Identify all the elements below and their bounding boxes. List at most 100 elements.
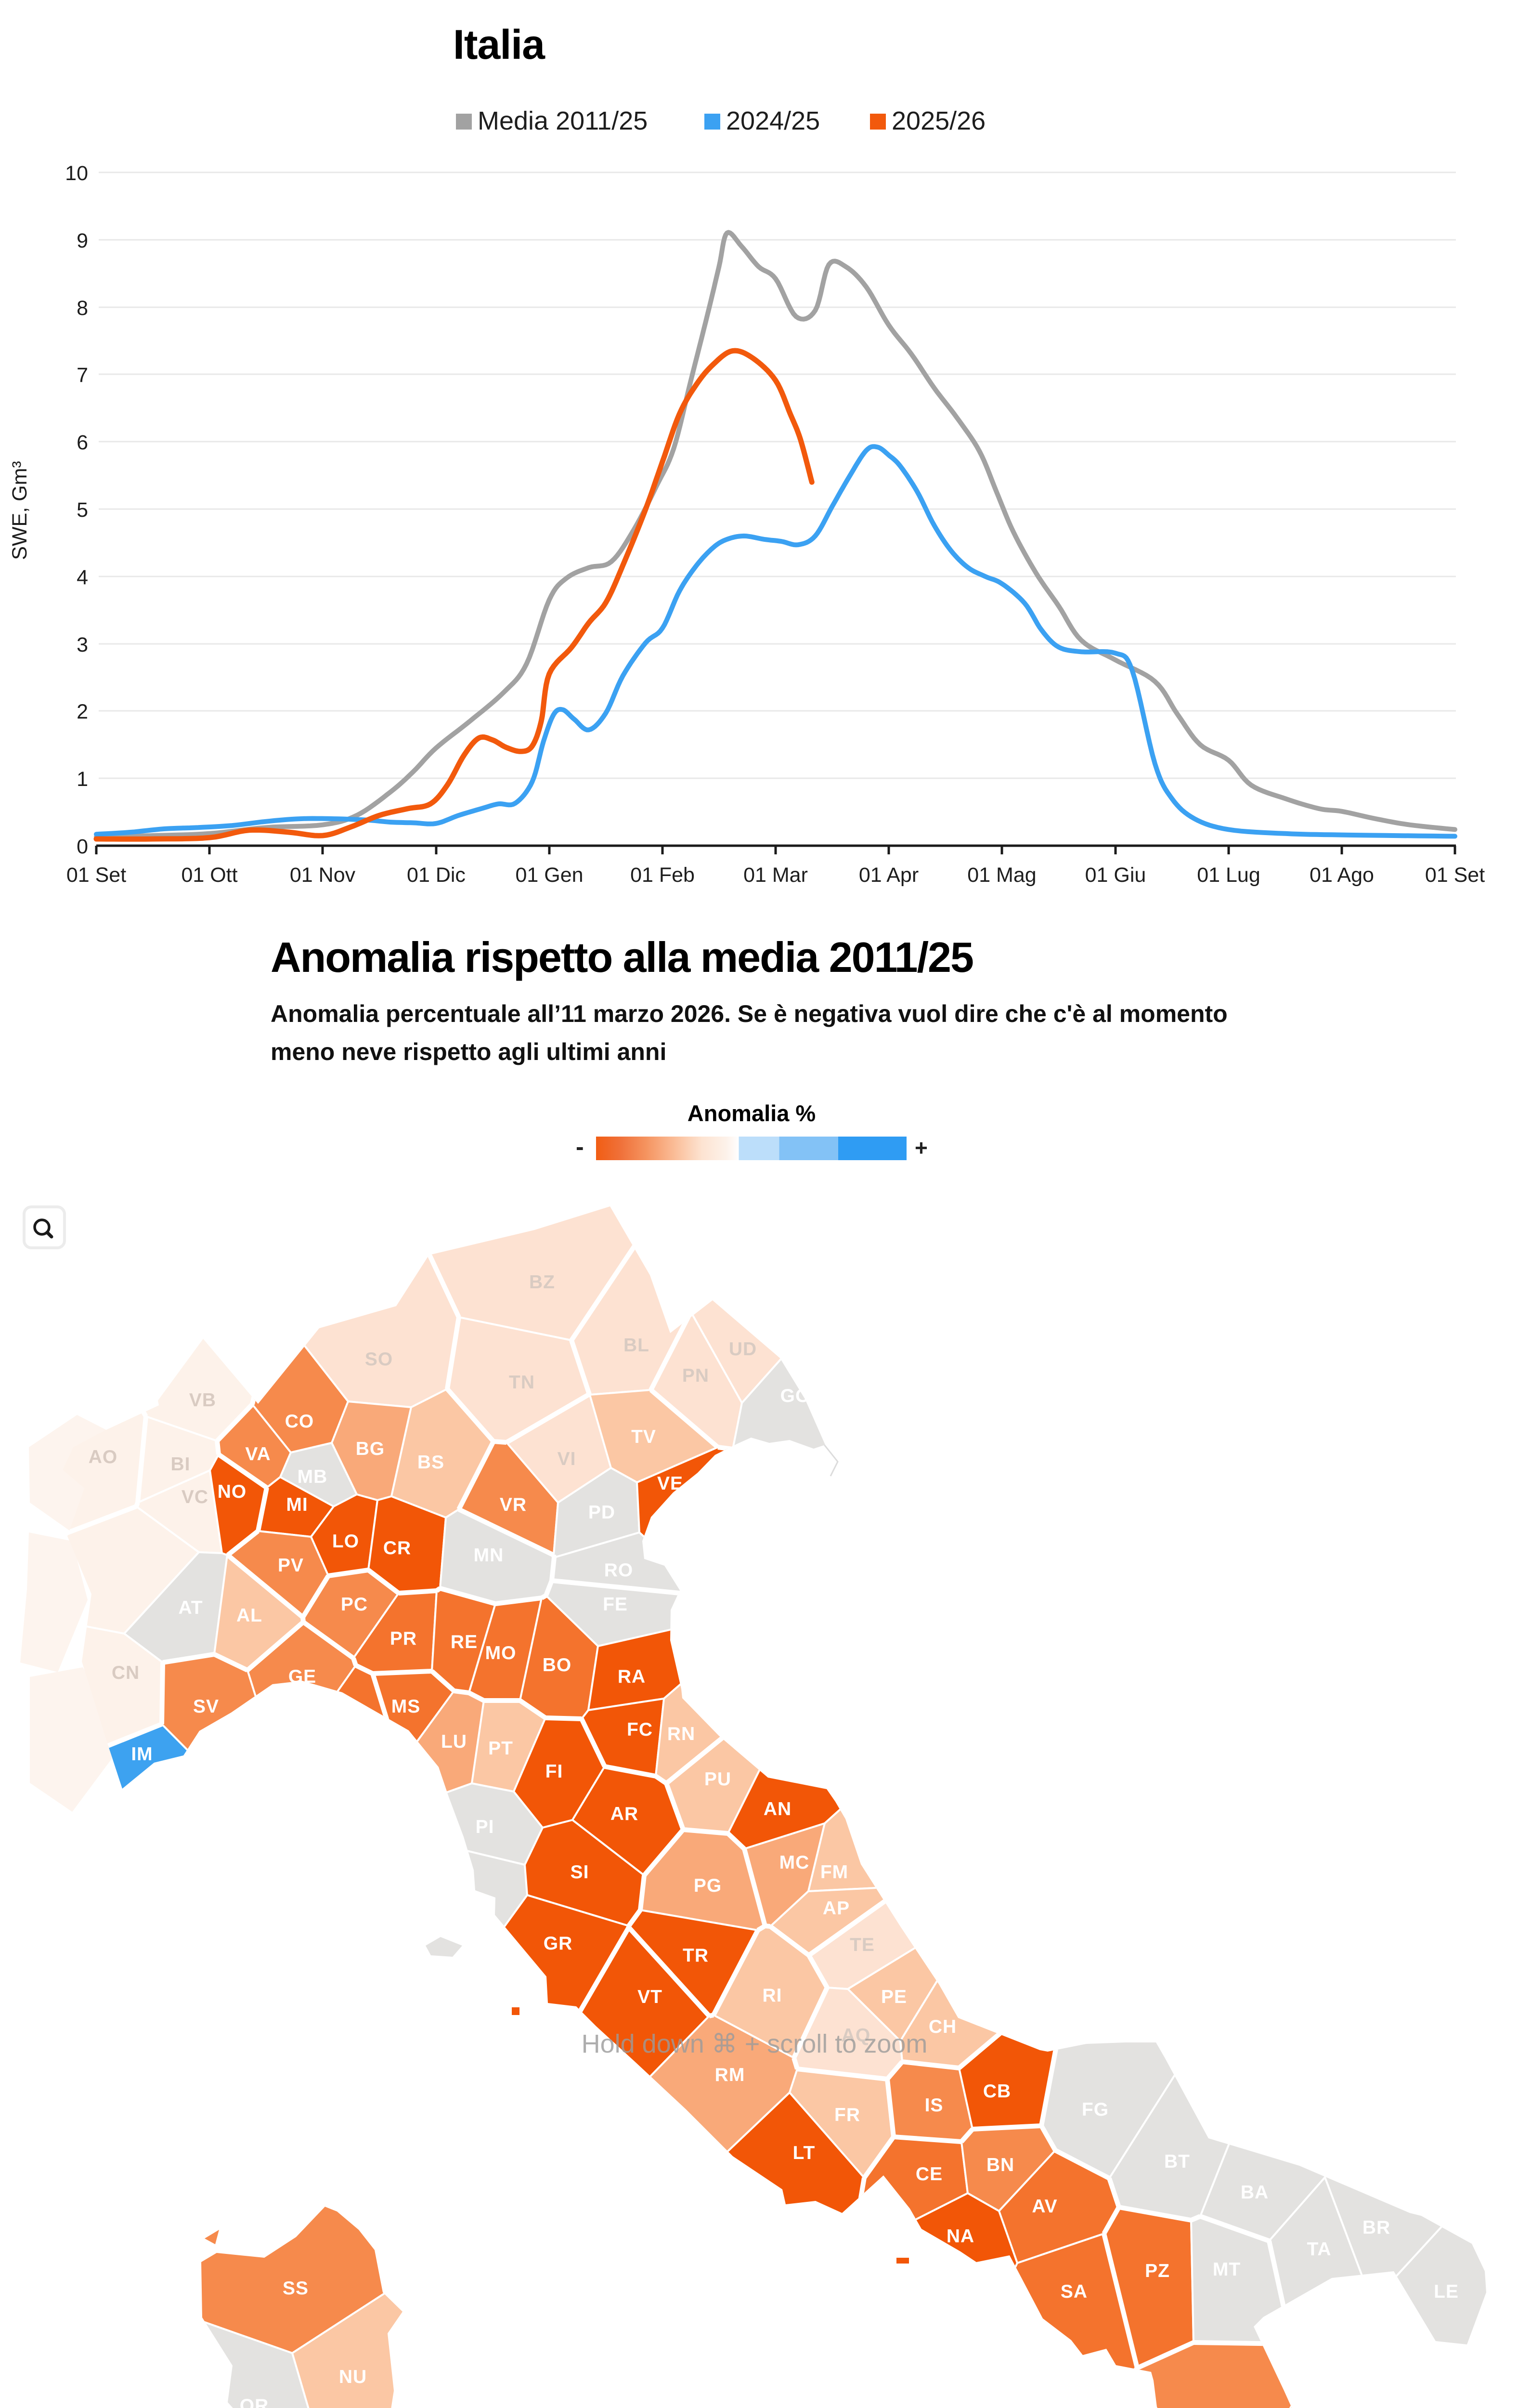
svg-text:PZ: PZ (1145, 2261, 1170, 2281)
svg-text:LU: LU (441, 1731, 467, 1752)
svg-text:MC: MC (779, 1852, 810, 1873)
svg-text:SV: SV (193, 1696, 219, 1717)
svg-text:OR: OR (240, 2395, 269, 2408)
svg-text:8: 8 (77, 297, 88, 320)
svg-text:AP: AP (823, 1898, 850, 1919)
svg-text:AR: AR (610, 1804, 638, 1824)
svg-text:BI: BI (171, 1454, 191, 1475)
svg-text:SI: SI (571, 1862, 589, 1883)
svg-text:VA: VA (245, 1444, 271, 1465)
svg-text:GE: GE (288, 1666, 316, 1687)
svg-text:RE: RE (451, 1632, 478, 1652)
svg-text:IS: IS (925, 2095, 944, 2116)
svg-text:TV: TV (631, 1426, 656, 1447)
svg-text:01 Nov: 01 Nov (290, 864, 356, 887)
svg-text:01 Ott: 01 Ott (181, 864, 237, 887)
svg-text:CO: CO (285, 1411, 314, 1432)
svg-text:PI: PI (476, 1817, 494, 1837)
svg-text:NU: NU (339, 2367, 367, 2387)
svg-text:RN: RN (667, 1724, 695, 1744)
svg-text:7: 7 (77, 364, 88, 387)
svg-text:01 Set: 01 Set (1425, 864, 1485, 887)
svg-text:PT: PT (488, 1738, 513, 1759)
svg-text:VE: VE (657, 1473, 683, 1494)
svg-text:4: 4 (77, 566, 88, 589)
svg-text:GO: GO (780, 1386, 811, 1406)
svg-text:2: 2 (77, 700, 88, 723)
svg-text:BS: BS (417, 1452, 444, 1473)
svg-text:CS: CS (1211, 2407, 1238, 2408)
svg-text:01 Feb: 01 Feb (630, 864, 695, 887)
svg-text:VR: VR (500, 1494, 527, 1515)
svg-text:01 Lug: 01 Lug (1197, 864, 1260, 887)
svg-text:AN: AN (764, 1799, 791, 1819)
svg-text:CE: CE (916, 2164, 943, 2185)
svg-text:Hold down ⌘ + scroll to zoom: Hold down ⌘ + scroll to zoom (582, 2029, 928, 2058)
svg-text:TR: TR (683, 1945, 709, 1966)
svg-text:MT: MT (1213, 2259, 1241, 2280)
svg-text:BR: BR (1362, 2217, 1390, 2238)
svg-text:AV: AV (1032, 2196, 1057, 2217)
svg-text:MN: MN (474, 1545, 504, 1566)
svg-text:FG: FG (1082, 2099, 1109, 2120)
svg-text:MO: MO (485, 1643, 517, 1663)
svg-text:AO: AO (89, 1447, 118, 1467)
svg-text:VB: VB (189, 1390, 216, 1411)
svg-text:BN: BN (986, 2155, 1014, 2175)
svg-text:PD: PD (588, 1502, 615, 1523)
svg-text:RM: RM (715, 2065, 745, 2085)
svg-text:AL: AL (236, 1605, 262, 1626)
svg-text:PG: PG (694, 1875, 722, 1896)
svg-text:BZ: BZ (529, 1272, 555, 1293)
svg-text:TA: TA (1307, 2239, 1331, 2260)
svg-text:01 Giu: 01 Giu (1085, 864, 1146, 887)
svg-text:PR: PR (390, 1628, 417, 1649)
svg-text:0: 0 (77, 835, 88, 858)
svg-text:CR: CR (383, 1538, 411, 1558)
svg-text:9: 9 (77, 229, 88, 252)
svg-text:01 Set: 01 Set (66, 864, 126, 887)
svg-text:SO: SO (365, 1349, 393, 1370)
svg-text:MS: MS (391, 1696, 421, 1717)
svg-text:6: 6 (77, 431, 88, 454)
svg-text:SS: SS (283, 2278, 309, 2299)
svg-text:NA: NA (947, 2226, 974, 2247)
svg-text:SA: SA (1061, 2281, 1088, 2302)
svg-text:FR: FR (834, 2105, 860, 2125)
svg-text:PE: PE (881, 1987, 907, 2007)
svg-text:FE: FE (603, 1594, 628, 1615)
svg-text:LT: LT (793, 2143, 816, 2163)
svg-text:SWE, Gm³: SWE, Gm³ (8, 461, 31, 560)
svg-text:01 Apr: 01 Apr (859, 864, 919, 887)
svg-text:01 Ago: 01 Ago (1310, 864, 1374, 887)
svg-text:BL: BL (623, 1335, 649, 1356)
svg-text:5: 5 (77, 498, 88, 522)
svg-text:VC: VC (182, 1487, 208, 1507)
svg-text:LE: LE (1434, 2281, 1459, 2302)
svg-text:01 Dic: 01 Dic (407, 864, 466, 887)
svg-text:1: 1 (77, 768, 88, 791)
svg-text:LO: LO (332, 1531, 359, 1552)
svg-text:SP: SP (350, 1709, 376, 1730)
svg-text:PV: PV (278, 1555, 304, 1576)
svg-text:RO: RO (604, 1560, 634, 1581)
svg-text:AT: AT (178, 1597, 203, 1618)
svg-text:RI: RI (763, 1985, 782, 2006)
svg-text:VT: VT (637, 1987, 662, 2007)
svg-text:01 Gen: 01 Gen (515, 864, 583, 887)
svg-text:FM: FM (820, 1862, 848, 1883)
svg-text:MB: MB (298, 1466, 328, 1487)
svg-text:VI: VI (558, 1449, 576, 1469)
svg-text:FC: FC (627, 1719, 653, 1740)
svg-text:10: 10 (65, 162, 88, 185)
svg-text:RA: RA (618, 1666, 646, 1687)
svg-text:AQ: AQ (842, 2025, 871, 2046)
svg-text:IM: IM (131, 1744, 153, 1765)
svg-text:PU: PU (704, 1769, 731, 1790)
svg-text:FI: FI (545, 1761, 563, 1782)
svg-text:CN: CN (112, 1662, 140, 1683)
svg-text:BG: BG (356, 1439, 385, 1459)
svg-text:UD: UD (729, 1339, 757, 1360)
svg-text:BA: BA (1241, 2182, 1269, 2203)
svg-text:TE: TE (850, 1935, 875, 1955)
